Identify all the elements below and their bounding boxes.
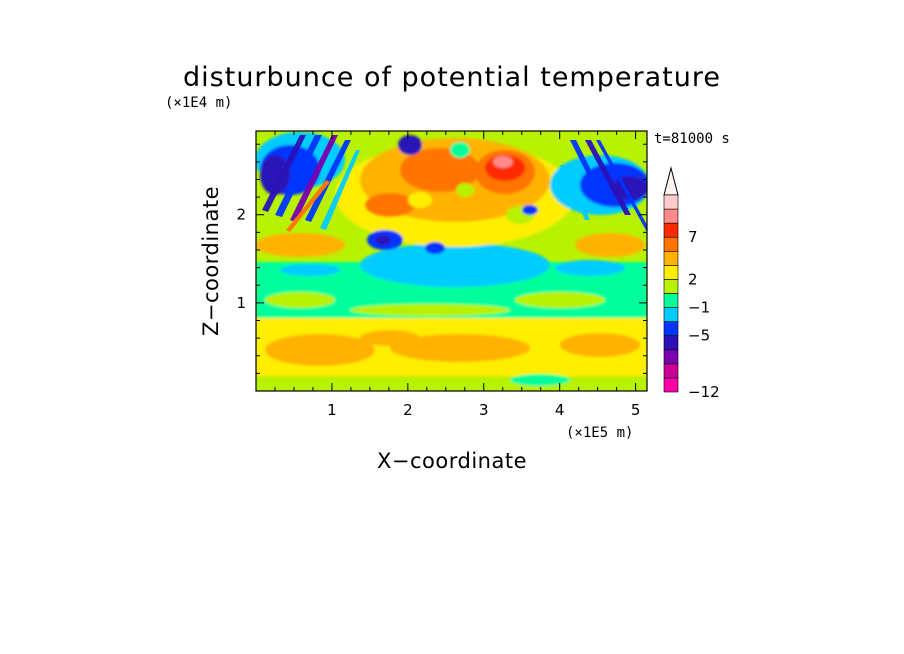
x-tick-label: 2 bbox=[403, 401, 413, 419]
y-scale-label: (×1E4 m) bbox=[165, 95, 232, 111]
x-tick-label: 4 bbox=[555, 401, 565, 419]
blob-blue-pocket-2 bbox=[425, 242, 445, 254]
y-axis-ticks: 12 bbox=[236, 143, 647, 374]
blob-lime-mid-3 bbox=[350, 304, 510, 316]
blob-yellow-spot-1 bbox=[408, 192, 432, 208]
colorbar-swatch bbox=[663, 208, 679, 224]
layer-green-bottom bbox=[256, 376, 647, 391]
colorbar-swatch bbox=[663, 236, 679, 252]
colorbar-swatch bbox=[663, 335, 679, 351]
wave-stripe-5 bbox=[320, 150, 360, 230]
blob-orange-low-2 bbox=[390, 334, 530, 362]
blob-orange-low-4 bbox=[360, 330, 420, 346]
colorbar-labels: 7 2 −1 −5 −12 bbox=[688, 228, 720, 401]
colorbar-swatch bbox=[663, 279, 679, 294]
blob-darkorange-3 bbox=[365, 193, 415, 217]
blob-darkorange-1 bbox=[400, 148, 480, 192]
wave-stripe-10 bbox=[596, 140, 647, 232]
blob-pink-peak bbox=[493, 156, 513, 168]
wave-stripe-7 bbox=[570, 140, 606, 200]
blob-green-bottom bbox=[510, 374, 570, 386]
colorbar-swatch bbox=[663, 363, 679, 379]
wave-stripe-1 bbox=[262, 135, 306, 212]
wave-stripe-9 bbox=[560, 165, 590, 220]
blob-cyan-right bbox=[555, 260, 625, 276]
blob-lime-mid-2 bbox=[515, 292, 605, 308]
wave-stripe-6 bbox=[286, 180, 330, 232]
colorbar-swatch bbox=[663, 321, 679, 337]
x-axis-ticks: 1 2 3 4 5 bbox=[274, 131, 641, 419]
colorbar-swatch bbox=[663, 377, 679, 393]
x-tick-label: 1 bbox=[327, 401, 337, 419]
blob-green-spot-1 bbox=[450, 142, 470, 158]
y-axis-label: Z−coordinate bbox=[199, 186, 223, 336]
time-label: t=81000 s bbox=[654, 131, 730, 147]
wave-stripe-2 bbox=[275, 135, 322, 217]
y-tick-label: 1 bbox=[236, 294, 246, 312]
blob-lime-mid-1 bbox=[265, 292, 335, 308]
plot-frame bbox=[255, 130, 648, 392]
blob-navy-upper-left bbox=[260, 155, 290, 195]
wave-stripe-8 bbox=[585, 140, 631, 215]
blob-navy-pocket-2 bbox=[398, 135, 422, 155]
colorbar-tick-label: −5 bbox=[688, 327, 710, 345]
blob-blue-pocket-3 bbox=[522, 205, 538, 215]
colorbar-swatch bbox=[663, 194, 679, 210]
contour-field bbox=[256, 132, 647, 391]
colorbar-swatch bbox=[663, 293, 679, 308]
colorbar-swatch bbox=[663, 265, 679, 280]
colorbar-swatch bbox=[663, 222, 679, 238]
blob-orange-right bbox=[575, 233, 645, 257]
x-tick-label: 5 bbox=[631, 401, 641, 419]
wave-stripe-3 bbox=[290, 135, 338, 222]
colorbar-swatch bbox=[663, 250, 679, 266]
colorbar-swatches bbox=[663, 194, 679, 393]
chart-title: disturbunce of potential temperature bbox=[183, 62, 721, 93]
colorbar: 7 2 −1 −5 −12 bbox=[663, 166, 720, 401]
x-scale-label: (×1E5 m) bbox=[566, 425, 633, 441]
colorbar-tick-label: 2 bbox=[688, 270, 698, 288]
blob-cyan-pool bbox=[360, 243, 550, 287]
colorbar-tick-label: −1 bbox=[688, 299, 710, 317]
x-axis-label: X−coordinate bbox=[377, 449, 527, 473]
blob-orange-low-3 bbox=[560, 333, 640, 357]
blob-lime-spot-1 bbox=[456, 183, 474, 197]
colorbar-swatch bbox=[663, 349, 679, 365]
blob-cyan-left bbox=[280, 264, 340, 276]
colorbar-tick-label: 7 bbox=[688, 228, 698, 246]
colorbar-tick-label: −12 bbox=[688, 383, 720, 401]
blob-orange-low-1 bbox=[265, 334, 375, 366]
blob-orange-left bbox=[256, 233, 345, 257]
colorbar-swatch bbox=[663, 307, 679, 322]
y-tick-label: 2 bbox=[236, 206, 246, 224]
colorbar-extend-arrow bbox=[663, 166, 679, 196]
blob-navy-pocket-1 bbox=[375, 235, 391, 245]
x-tick-label: 3 bbox=[479, 401, 489, 419]
